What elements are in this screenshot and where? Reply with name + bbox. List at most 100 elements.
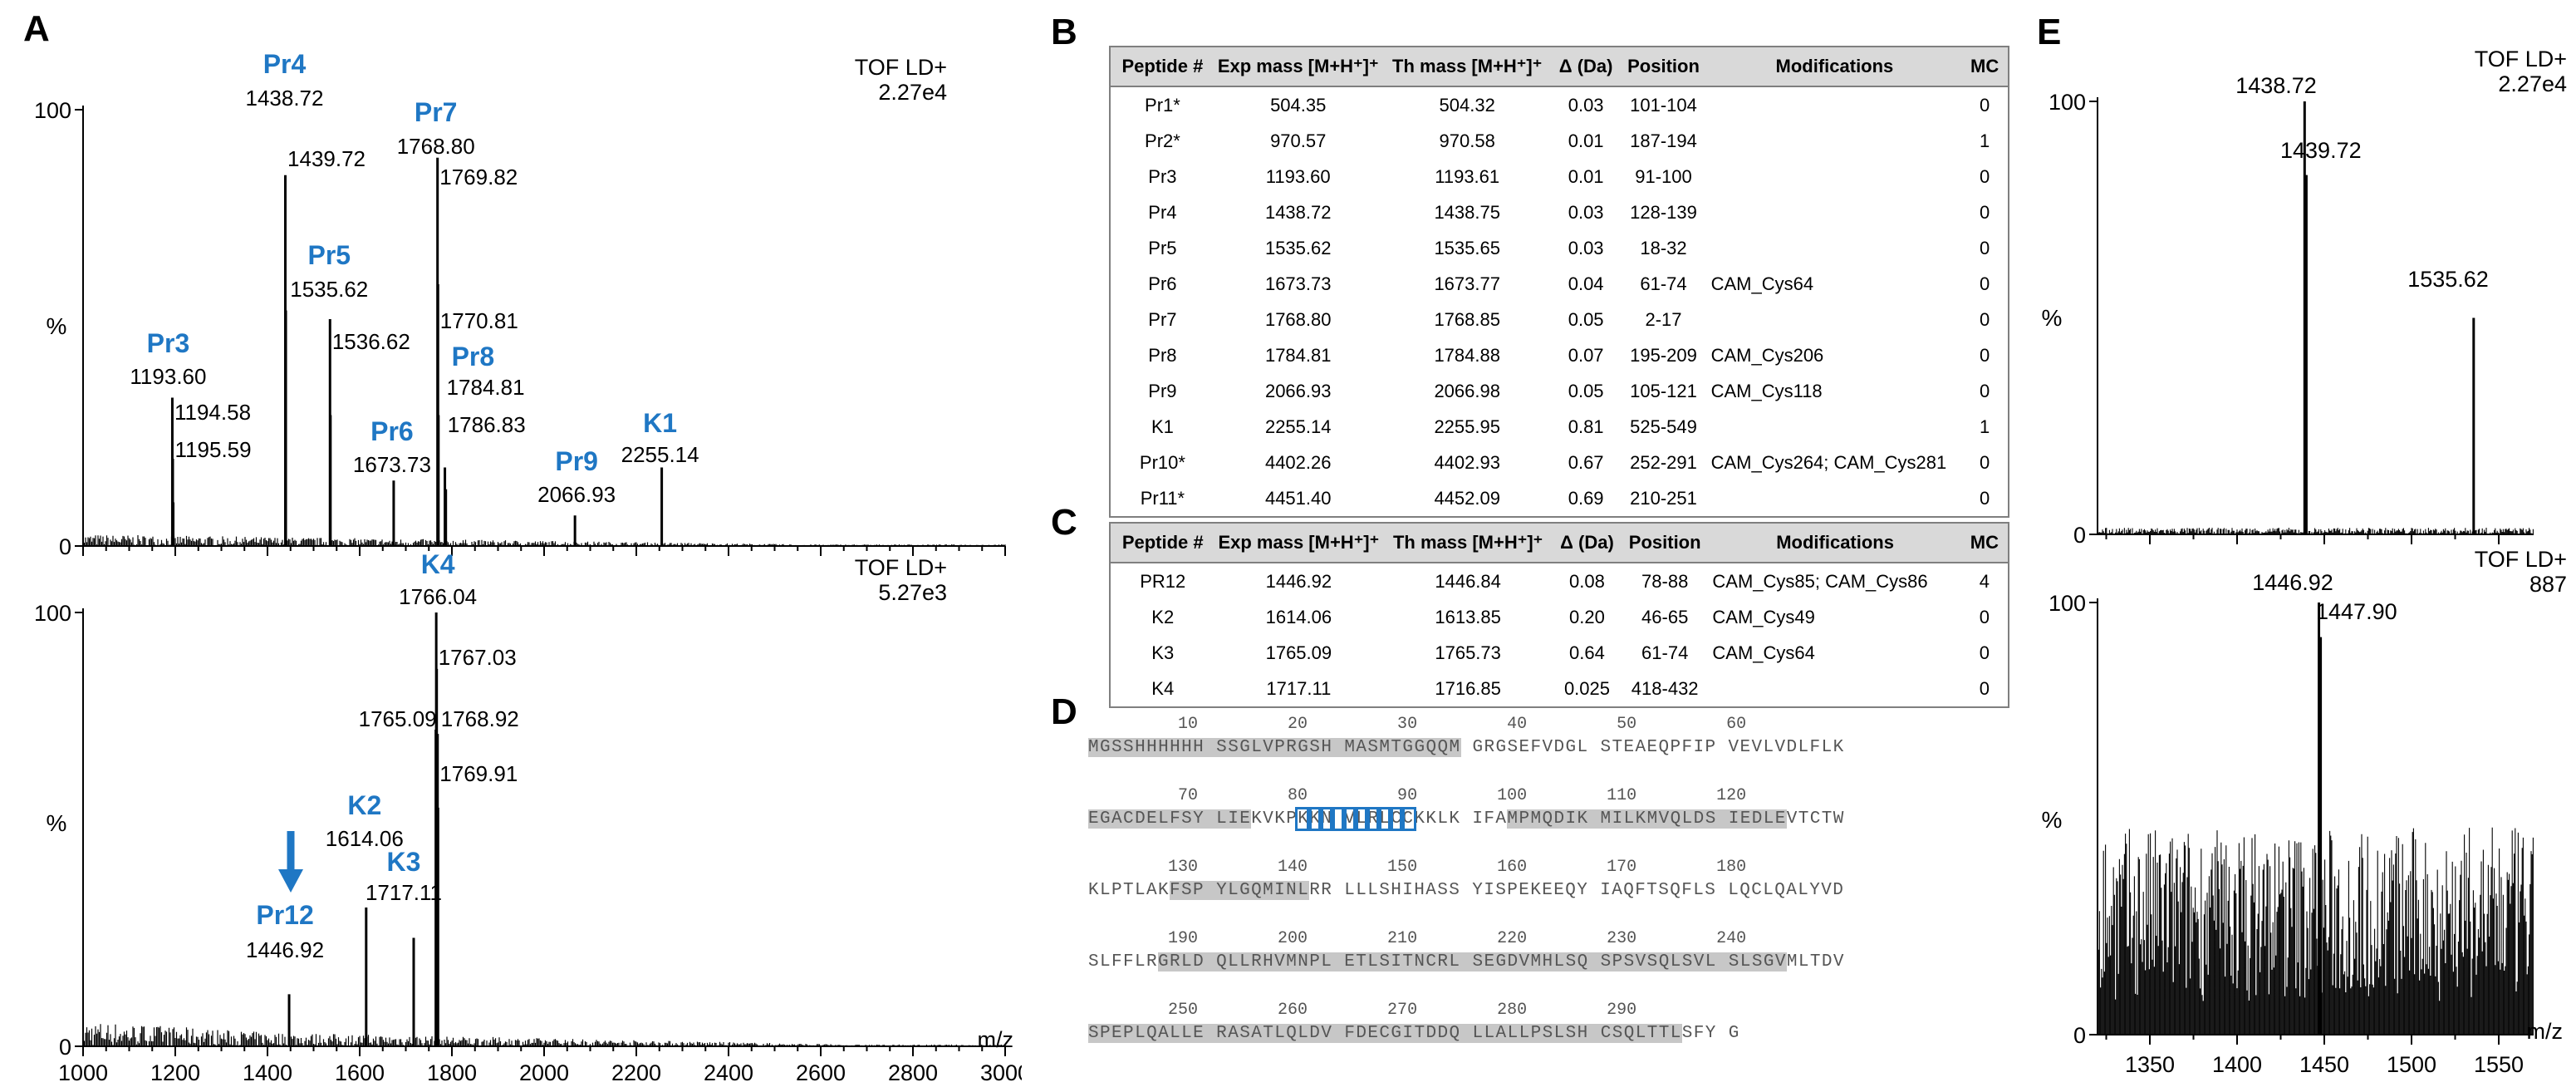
e-bottom-noise [2097,827,2534,1035]
e-top-noise [2097,528,2534,534]
table-cell: Pr10* [1139,451,1185,473]
table-cell: 1716.85 [1435,677,1501,699]
table-cell: 252-291 [1630,451,1697,473]
table-cell: 128-139 [1630,201,1697,223]
label-iso: 1769.91 [439,761,518,786]
table-b-body: Pr1* 504.35 504.32 0.03 101-104 0 Pr2* 970.57 97… [1111,86,2008,516]
top-intensity-label: 2.27e4 [878,80,947,105]
e-y-tick-label: 100 [2049,591,2086,616]
table-cell: 1 [1979,416,1990,437]
label-pr5: Pr5 [307,240,351,270]
table-cell: 525-549 [1630,416,1697,437]
e-top-y-axis-label: % [2042,305,2063,331]
sequence-ruler: 70 80 90 100 110 120 [1088,786,1747,805]
table-cell: Pr1* [1145,94,1180,116]
e-label-1439: 1439.72 [2280,138,2362,163]
label-pr8-mz: 1784.81 [447,375,525,400]
label-iso: 1439.72 [287,146,366,171]
table-row: Pr8 1784.81 1784.88 0.07 195-209 CAM_Cys206 0 [1111,337,2008,373]
table-cell: 1446.84 [1435,570,1501,592]
label-pr9-mz: 2066.93 [537,482,616,507]
top-spectrum-peaks [170,157,664,546]
peak-labels: Pr3 1193.60 1194.58 1195.59 Pr4 1438.72 1439.7… [130,49,699,962]
table-cell: 0 [1979,677,1990,699]
table-cell: Pr2* [1145,130,1180,151]
e-label-1535: 1535.62 [2407,267,2489,292]
table-cell: 0 [1979,380,1990,401]
label-k4-mz: 1766.04 [399,584,477,609]
table-cell: CAM_Cys264; CAM_Cys281 [1710,451,1947,473]
table-cell: 1784.88 [1434,344,1500,366]
table-cell: 0 [1979,273,1990,294]
column-header: Exp mass [M+H⁺]⁺ [1214,47,1382,87]
x-tick-label: 2200 [611,1060,661,1085]
e-top-peaks [2303,101,2475,534]
table-row: Pr10* 4402.26 4402.93 0.67 252-291 CAM_Cys264… [1111,445,2008,480]
table-cell: 0.20 [1569,606,1605,627]
label-k4: K4 [421,549,455,579]
table-cell: 4 [1979,570,1990,592]
table-cell: 105-121 [1630,380,1697,401]
table-cell: K4 [1151,677,1175,699]
table-cell: 1673.77 [1434,273,1500,294]
column-header: Δ (Da) [1552,47,1620,87]
column-header: MC [1960,524,2008,563]
label-pr7: Pr7 [415,97,458,127]
x-tick-label: 2400 [704,1060,753,1085]
table-c: Peptide # Exp mass [M+H⁺]⁺ Th mass [M+H⁺]⁺… [1109,522,2009,708]
e-y-tick-label: 100 [2049,90,2086,115]
label-iso: 1768.92 [441,706,519,731]
column-header: Modifications [1707,47,1962,87]
e-bottom-instrument-label: TOF LD+ [2475,547,2567,572]
table-cell: 2-17 [1645,308,1682,330]
y-tick-label: 100 [34,601,71,626]
table-cell: 1535.62 [1264,237,1332,258]
x-tick-label: 2000 [519,1060,569,1085]
table-row: Pr3 1193.60 1193.61 0.01 91-100 0 [1111,159,2008,194]
table-cell: Pr7 [1148,308,1177,330]
table-cell: PR12 [1140,570,1186,592]
table-cell: CAM_Cys64 [1710,273,1814,294]
table-cell: 1673.73 [1264,273,1332,294]
sequence-ruler: 10 20 30 40 50 60 [1088,715,1747,734]
label-k2: K2 [347,790,381,820]
table-cell: 195-209 [1630,344,1697,366]
table-cell: 4402.93 [1434,451,1500,473]
table-cell: Pr9 [1148,380,1177,401]
label-pr3-mz: 1193.60 [130,364,206,389]
table-cell: 0.07 [1568,344,1604,366]
column-header: Modifications [1709,524,1961,563]
column-header: MC [1961,47,2008,87]
table-cell: 1765.09 [1265,642,1332,663]
x-tick-label: 3000 [980,1060,1022,1085]
table-cell: CAM_Cys85; CAM_Cys86 [1712,570,1928,592]
column-header: Position [1620,524,1710,563]
table-cell: 0.05 [1568,380,1604,401]
table-row: K3 1765.09 1765.73 0.64 61-74 CAM_Cys64 0 [1111,635,2008,671]
table-cell: 4402.26 [1264,451,1332,473]
table-cell: 210-251 [1630,487,1697,509]
table-row: Pr6 1673.73 1673.77 0.04 61-74 CAM_Cys64 0 [1111,266,2008,302]
panel-letter-c: C [1051,502,1077,543]
table-cell: 0.67 [1568,451,1604,473]
top-instrument-label: TOF LD+ [855,55,947,80]
table-cell: 18-32 [1640,237,1687,258]
sequence-line: SPEPLQALLE RASATLQLDV FDECGITDDQ LLALLPS… [1088,1024,1740,1043]
e-x-tick-label: 1450 [2299,1052,2349,1077]
label-pr7-mz: 1768.80 [397,134,475,159]
table-cell: 2066.98 [1434,380,1500,401]
table-cell: 1193.61 [1435,165,1500,187]
label-k3-mz: 1717.11 [366,880,442,905]
table-cell: 187-194 [1630,130,1697,151]
table-cell: 1717.11 [1266,677,1332,699]
e-x-tick-label: 1350 [2125,1052,2175,1077]
table-cell: 0 [1979,165,1990,187]
sequence-line: KLPTLAKFSP YLGQMINLRR LLLSHIHASS YISPEKE… [1088,881,1845,900]
table-row: Pr7 1768.80 1768.85 0.05 2-17 0 [1111,302,2008,337]
table-cell: Pr4 [1148,201,1177,223]
x-tick-label: 1400 [243,1060,292,1085]
top-y-axis-label: % [47,313,67,339]
column-header: Peptide # [1111,524,1215,563]
